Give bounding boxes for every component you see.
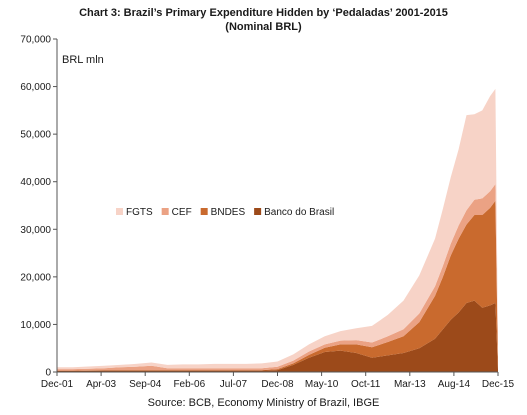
x-tick-label: Oct-11 [351,379,381,390]
y-tick-label: 70,000 [20,35,51,46]
y-tick-label: 10,000 [20,320,51,331]
y-tick-label: 50,000 [20,130,51,141]
legend-swatch [116,208,123,215]
x-tick-label: Mar-13 [394,379,426,390]
y-tick-label: 60,000 [20,82,51,93]
y-tick-label: 30,000 [20,225,51,236]
axes: 0 10,000 20,000 30,000 40,000 50,000 60,000 70,… [20,35,514,391]
legend-swatch [161,208,169,215]
y-tick-label: 20,000 [20,272,51,283]
x-tick-label: Apr-03 [86,379,116,390]
y-tick-label: 0 [45,368,51,379]
x-tick-label: Dec-08 [261,379,294,390]
legend: FGTS CEF BNDES Banco do Brasil [116,207,334,218]
legend-label: CEF [172,207,192,218]
series-area-banco-do-brasil [57,300,498,372]
x-tick-label: Sep-04 [129,379,162,390]
x-tick-label: Dec-15 [482,379,515,390]
chart-subtitle: (Nominal BRL) [225,21,302,33]
x-tick-label: Feb-06 [173,379,205,390]
legend-swatch [254,208,262,215]
chart-title: Chart 3: Brazil’s Primary Expenditure Hi… [79,7,448,19]
x-tick-label: May-10 [305,379,339,390]
legend-label: BNDES [211,207,246,218]
x-tick-label: Dec-01 [41,379,74,390]
x-tick-label: Jul-07 [220,379,248,390]
legend-swatch [200,208,208,215]
y-tick-label: 40,000 [20,177,51,188]
source-note: Source: BCB, Economy Ministry of Brazil,… [147,397,380,409]
unit-label: BRL mln [62,54,104,66]
legend-label: Banco do Brasil [264,207,334,218]
area-layer [57,88,498,372]
legend-label: FGTS [126,207,153,218]
x-tick-label: Aug-14 [438,379,471,390]
